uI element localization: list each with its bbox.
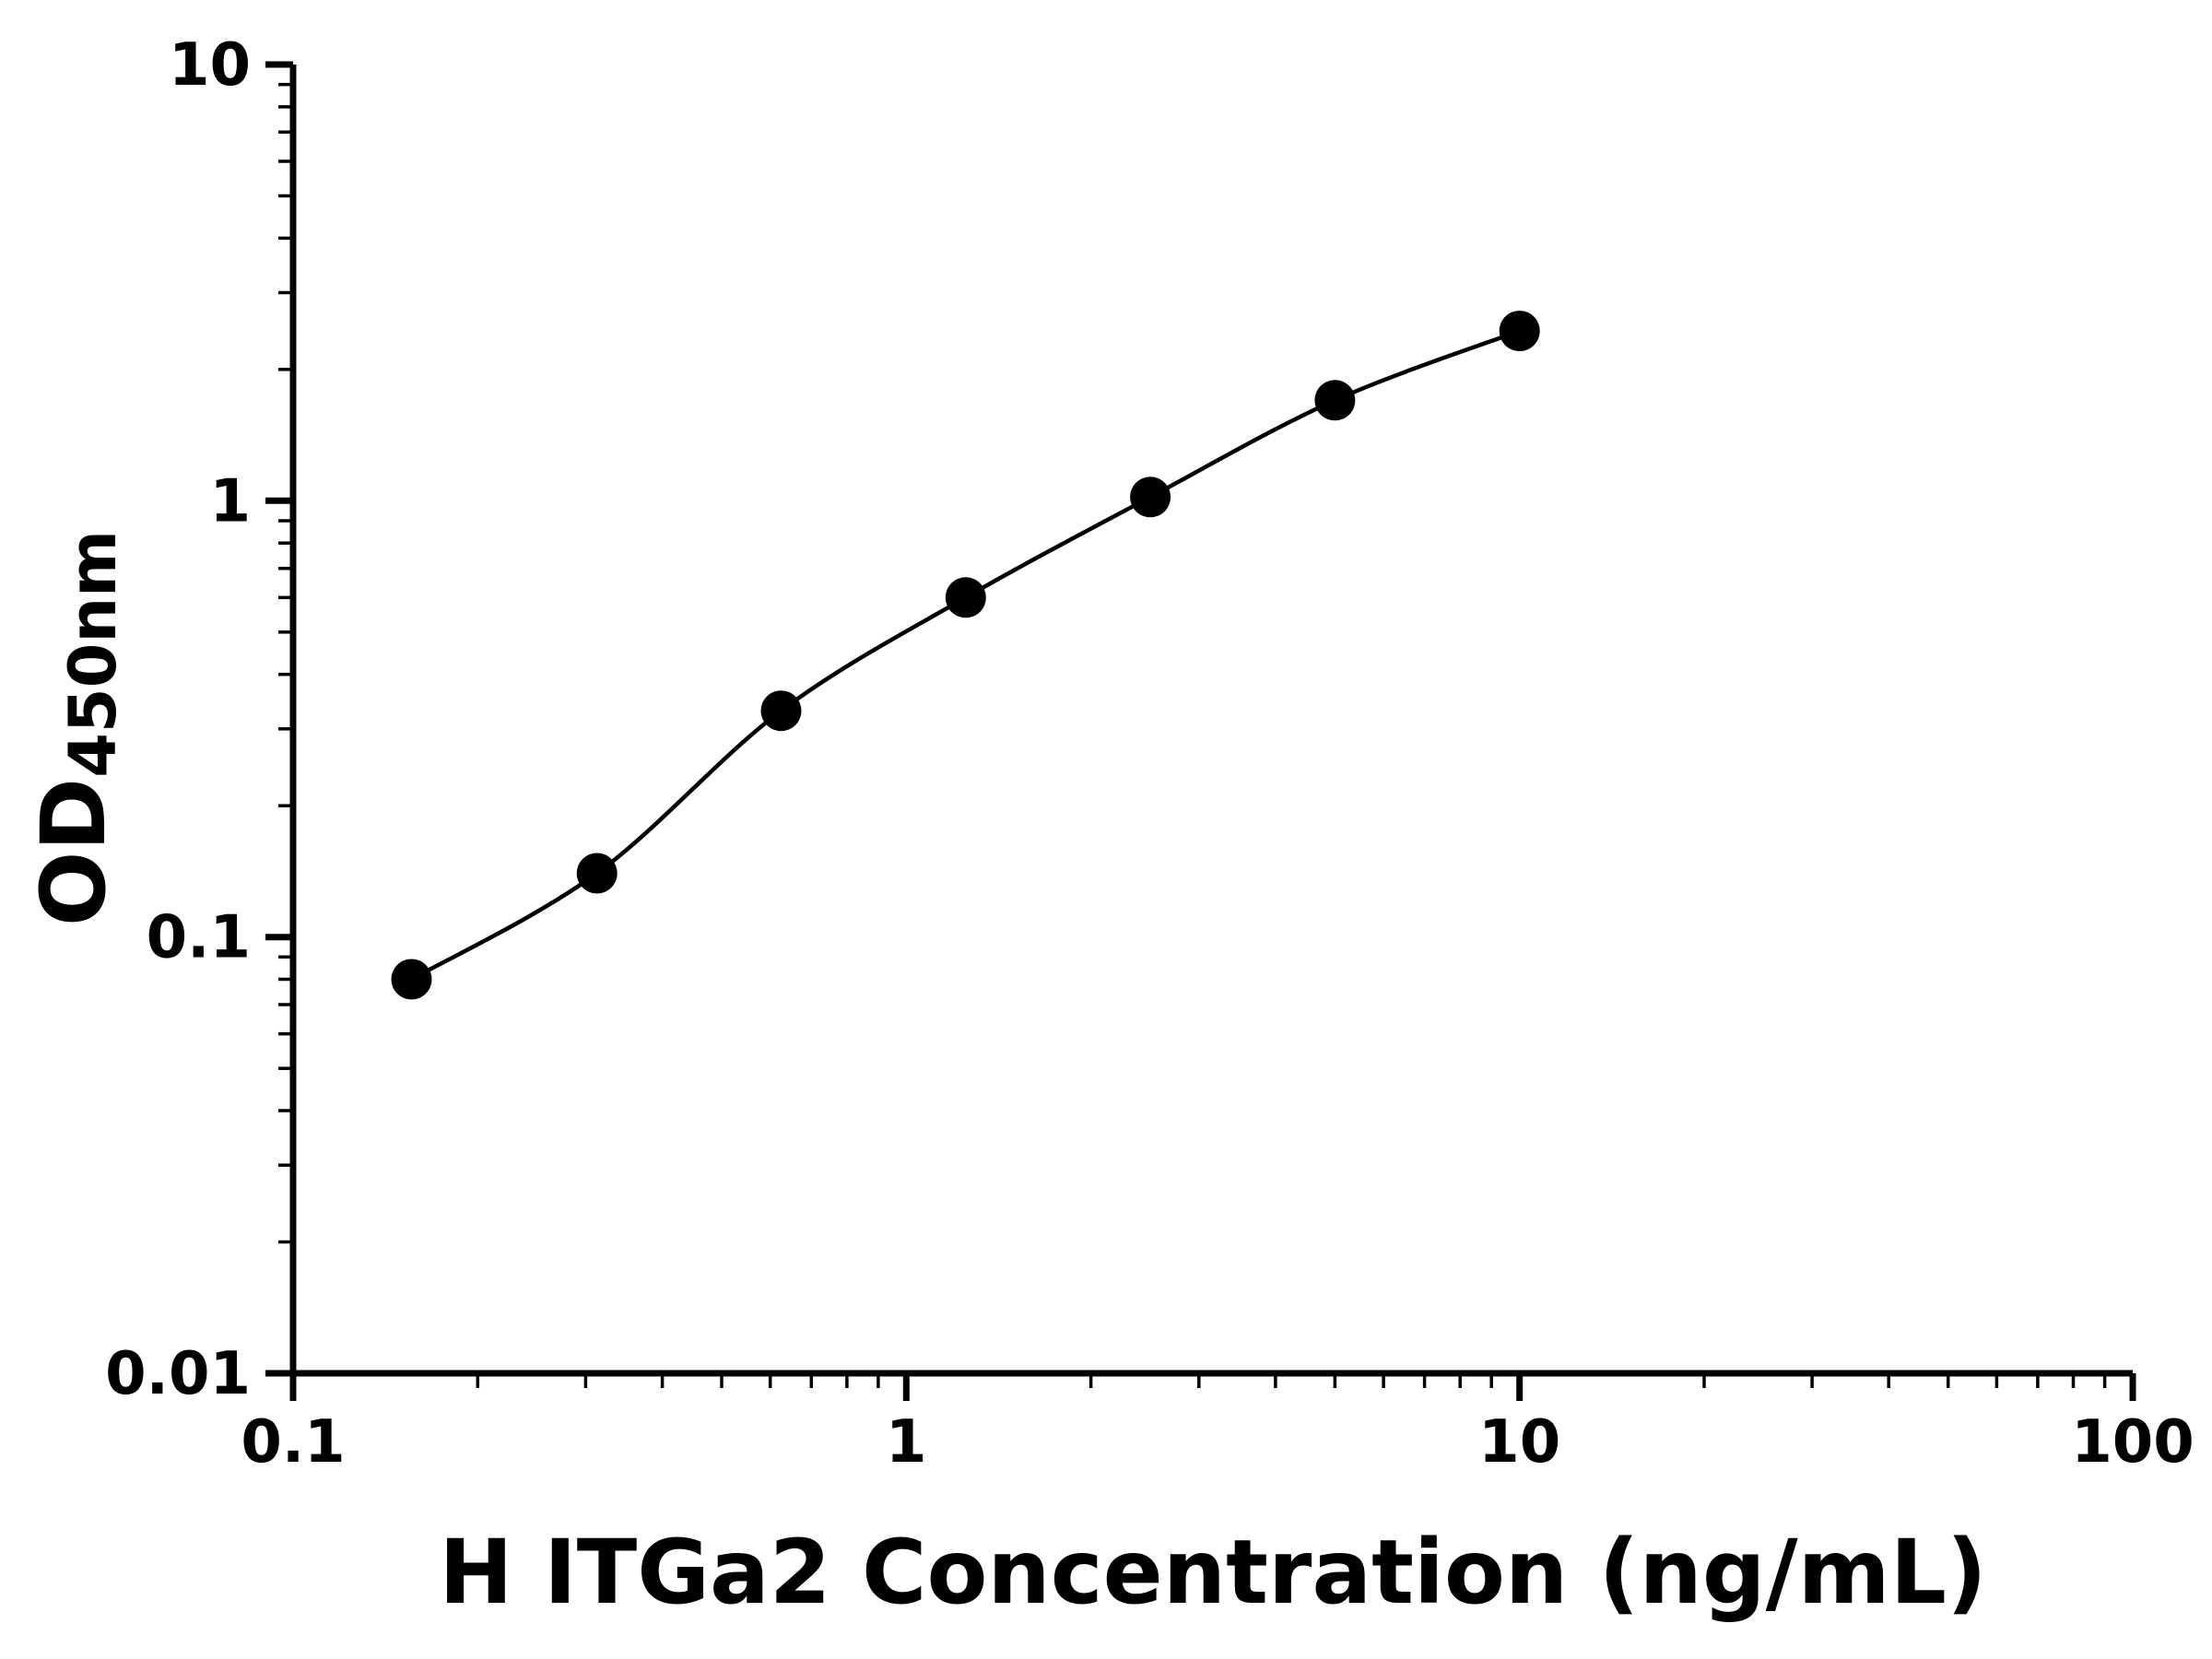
data-point-marker [945, 577, 986, 618]
x-axis-tick-label: 0.1 [241, 1408, 345, 1477]
standard-curve-line [410, 328, 1521, 982]
y-axis-tick-label: 0.01 [105, 1340, 251, 1408]
y-axis-tick-label: 0.1 [147, 904, 251, 972]
axis-spine [289, 65, 2133, 1377]
data-point-marker [576, 853, 618, 894]
data-point-marker [391, 959, 432, 1000]
x-axis-title: H ITGa2 Concentration (ng/mL) [439, 1521, 1987, 1624]
y-axis-tick-label: 10 [169, 31, 251, 100]
data-point-marker [1130, 477, 1171, 518]
y-axis-title-main: OD [22, 777, 125, 927]
x-axis-tick-label: 100 [2071, 1408, 2194, 1477]
y-axis-tick-label: 1 [209, 467, 251, 535]
x-axis-tick-label: 10 [1478, 1408, 1560, 1477]
x-axis-tick-label: 1 [886, 1408, 927, 1477]
data-point-marker [760, 690, 802, 732]
y-axis-title-sub: 450nm [55, 529, 131, 778]
y-axis-title: OD450nm [22, 530, 131, 927]
data-point-marker [1499, 311, 1540, 352]
data-point-marker [1314, 380, 1356, 421]
